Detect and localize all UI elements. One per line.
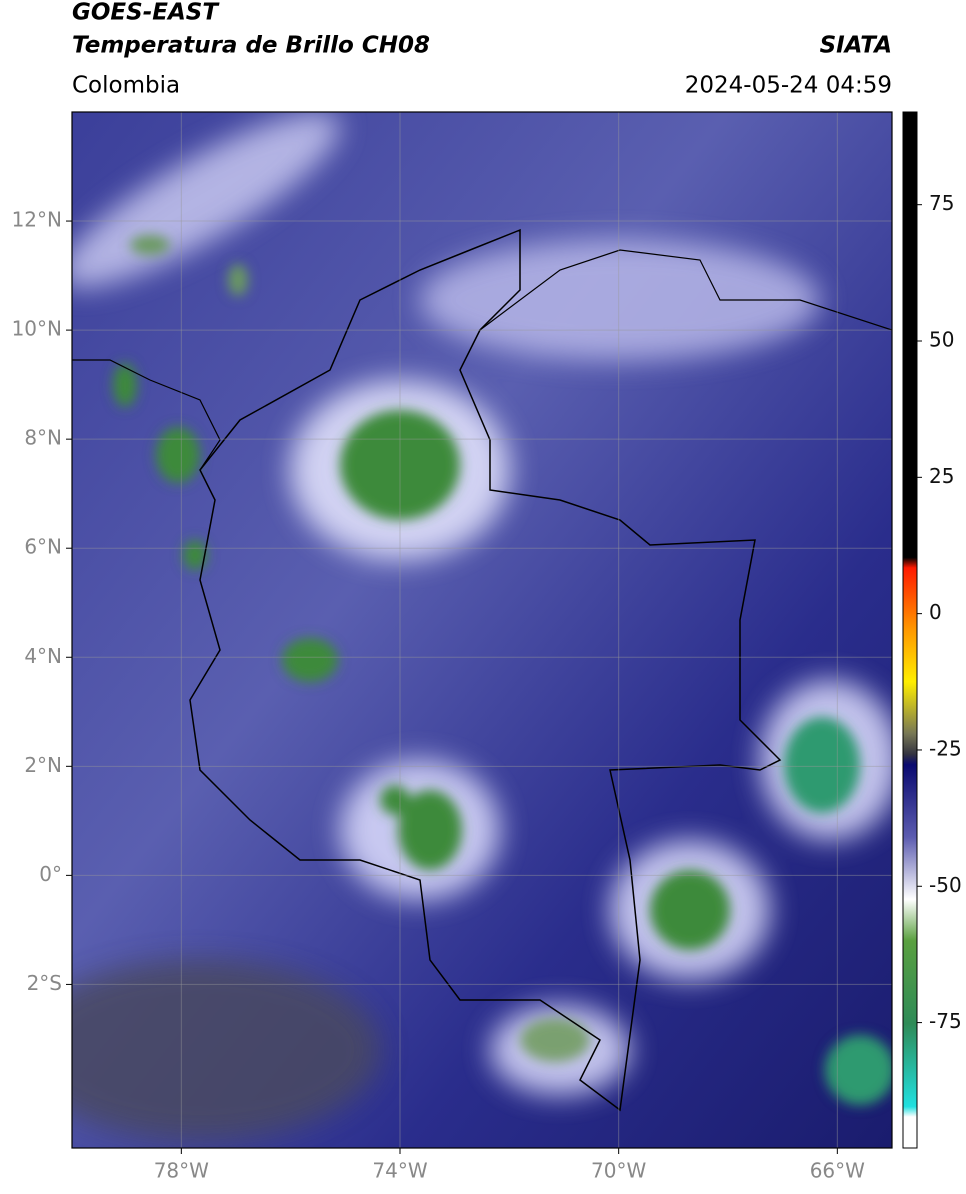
- graticule: [72, 112, 892, 1148]
- y-tick-label: 8°N: [24, 426, 62, 450]
- colorbar-tick-label: -50: [929, 873, 962, 897]
- colorbar-tick-label: 25: [929, 464, 954, 488]
- colorbar-tick-label: 50: [929, 328, 954, 352]
- y-tick-label: 0°: [39, 862, 62, 886]
- colorbar-tick-label: -75: [929, 1009, 962, 1033]
- satellite-image: [72, 112, 892, 1148]
- y-tick-label: 4°N: [24, 644, 62, 668]
- colorbar-tick-label: -25: [929, 736, 962, 760]
- border-lines: [72, 249, 892, 471]
- map-frame: [71, 111, 893, 1149]
- colorbar-tick-label: 75: [929, 191, 954, 215]
- y-tick-label: 6°N: [24, 535, 62, 559]
- region: Colombia: [72, 73, 180, 99]
- x-tick-label: 78°W: [154, 1159, 209, 1183]
- y-tick-label: 10°N: [12, 317, 62, 341]
- y-tick-label: 2°N: [24, 753, 62, 777]
- y-tick-label: 12°N: [12, 208, 62, 232]
- title: GOES-EAST: [72, 0, 220, 26]
- colorbar: [902, 111, 918, 1149]
- colorbar-tick-label: 0: [929, 600, 942, 624]
- x-tick-label: 66°W: [810, 1159, 865, 1183]
- x-tick-label: 70°W: [591, 1159, 646, 1183]
- x-tick-label: 74°W: [372, 1159, 427, 1183]
- datetime: 2024-05-24 04:59: [685, 73, 892, 99]
- source: SIATA: [820, 33, 892, 59]
- subtitle: Temperatura de Brillo CH08: [72, 33, 430, 59]
- y-tick-label: 2°S: [27, 971, 62, 995]
- colombia-border: [189, 228, 782, 1112]
